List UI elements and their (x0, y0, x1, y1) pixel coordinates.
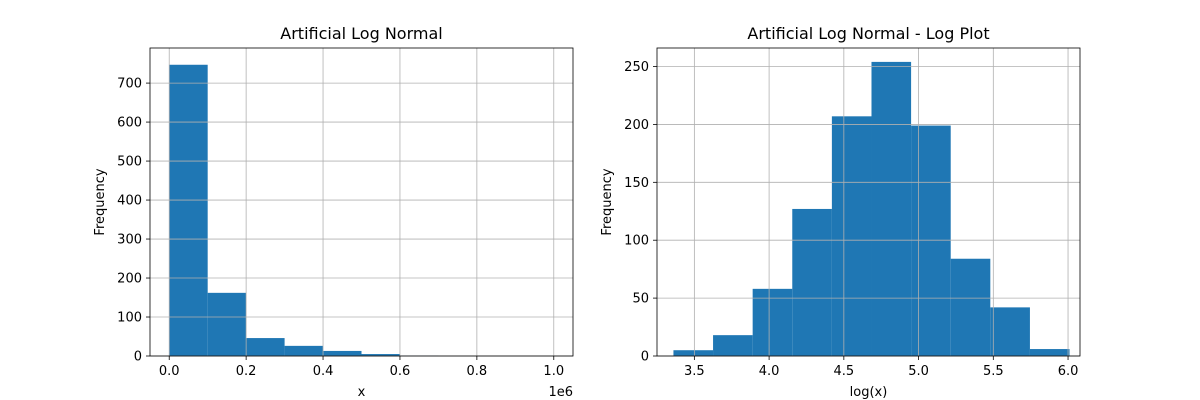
y-tick-label: 100 (624, 234, 649, 249)
histogram-log-panel: 3.5 4.0 4.5 5.0 5.5 6.0 0 50 100 150 200 250 Artific… (600, 24, 1081, 400)
x-tick-label: 0.2 (236, 364, 257, 379)
chart-title: Artificial Log Normal - Log Plot (747, 24, 989, 43)
x-tick-label: 0.8 (467, 364, 488, 379)
y-tick-label: 200 (624, 118, 649, 133)
x-tick-label: 5.0 (908, 364, 929, 379)
y-tick-label: 0 (134, 350, 142, 365)
x-tick-label: 6.0 (1058, 364, 1079, 379)
y-tick-label: 200 (117, 272, 142, 287)
x-tick-label: 1.0 (543, 364, 564, 379)
histogram-bar (792, 208, 832, 356)
x-axis-label: log(x) (850, 385, 888, 400)
x-tick-label: 0.4 (313, 364, 334, 379)
chart-title: Artificial Log Normal (280, 24, 442, 43)
plot-frame (656, 47, 1081, 357)
x-tick-label: 4.0 (759, 364, 780, 379)
histogram-bar (1029, 349, 1070, 356)
x-axis-label: x (358, 385, 366, 400)
y-tick-label: 50 (632, 292, 649, 307)
histogram-bar (207, 292, 247, 356)
x-tick-label: 5.5 (983, 364, 1004, 379)
y-axis-label: Frequency (93, 168, 108, 235)
histogram-bar (713, 335, 753, 356)
y-tick-label: 400 (117, 194, 142, 209)
histogram-bar (169, 64, 208, 356)
histogram-bar (323, 350, 362, 356)
y-tick-label: 250 (624, 60, 649, 75)
y-tick-label: 300 (117, 233, 142, 248)
x-tick-label: 0.6 (390, 364, 411, 379)
histogram-bar (752, 288, 793, 356)
x-axis-offset-text: 1e6 (548, 385, 573, 400)
y-axis-label: Frequency (600, 168, 615, 235)
histogram-bar (284, 345, 324, 356)
y-tick-label: 150 (624, 176, 649, 191)
y-tick-label: 0 (641, 350, 649, 365)
histogram-bar (831, 116, 872, 356)
y-tick-label: 700 (117, 77, 142, 92)
histogram-bar (911, 125, 951, 356)
y-tick-label: 100 (117, 311, 142, 326)
x-tick-label: 0.0 (159, 364, 180, 379)
y-tick-label: 500 (117, 155, 142, 170)
histogram-bar (871, 61, 912, 356)
histogram-bar (673, 350, 714, 356)
histogram-bar (361, 354, 400, 356)
histogram-linear-panel: 0.0 0.2 0.4 0.6 0.8 1.0 0 100 200 300 400 500 600 700… (93, 24, 574, 400)
histogram-bar (990, 307, 1030, 356)
y-tick-label: 600 (117, 116, 142, 131)
plot-frame (149, 47, 574, 357)
x-tick-label: 4.5 (833, 364, 854, 379)
histogram-bar (246, 338, 285, 356)
histogram-bar (950, 258, 991, 356)
x-tick-label: 3.5 (684, 364, 705, 379)
